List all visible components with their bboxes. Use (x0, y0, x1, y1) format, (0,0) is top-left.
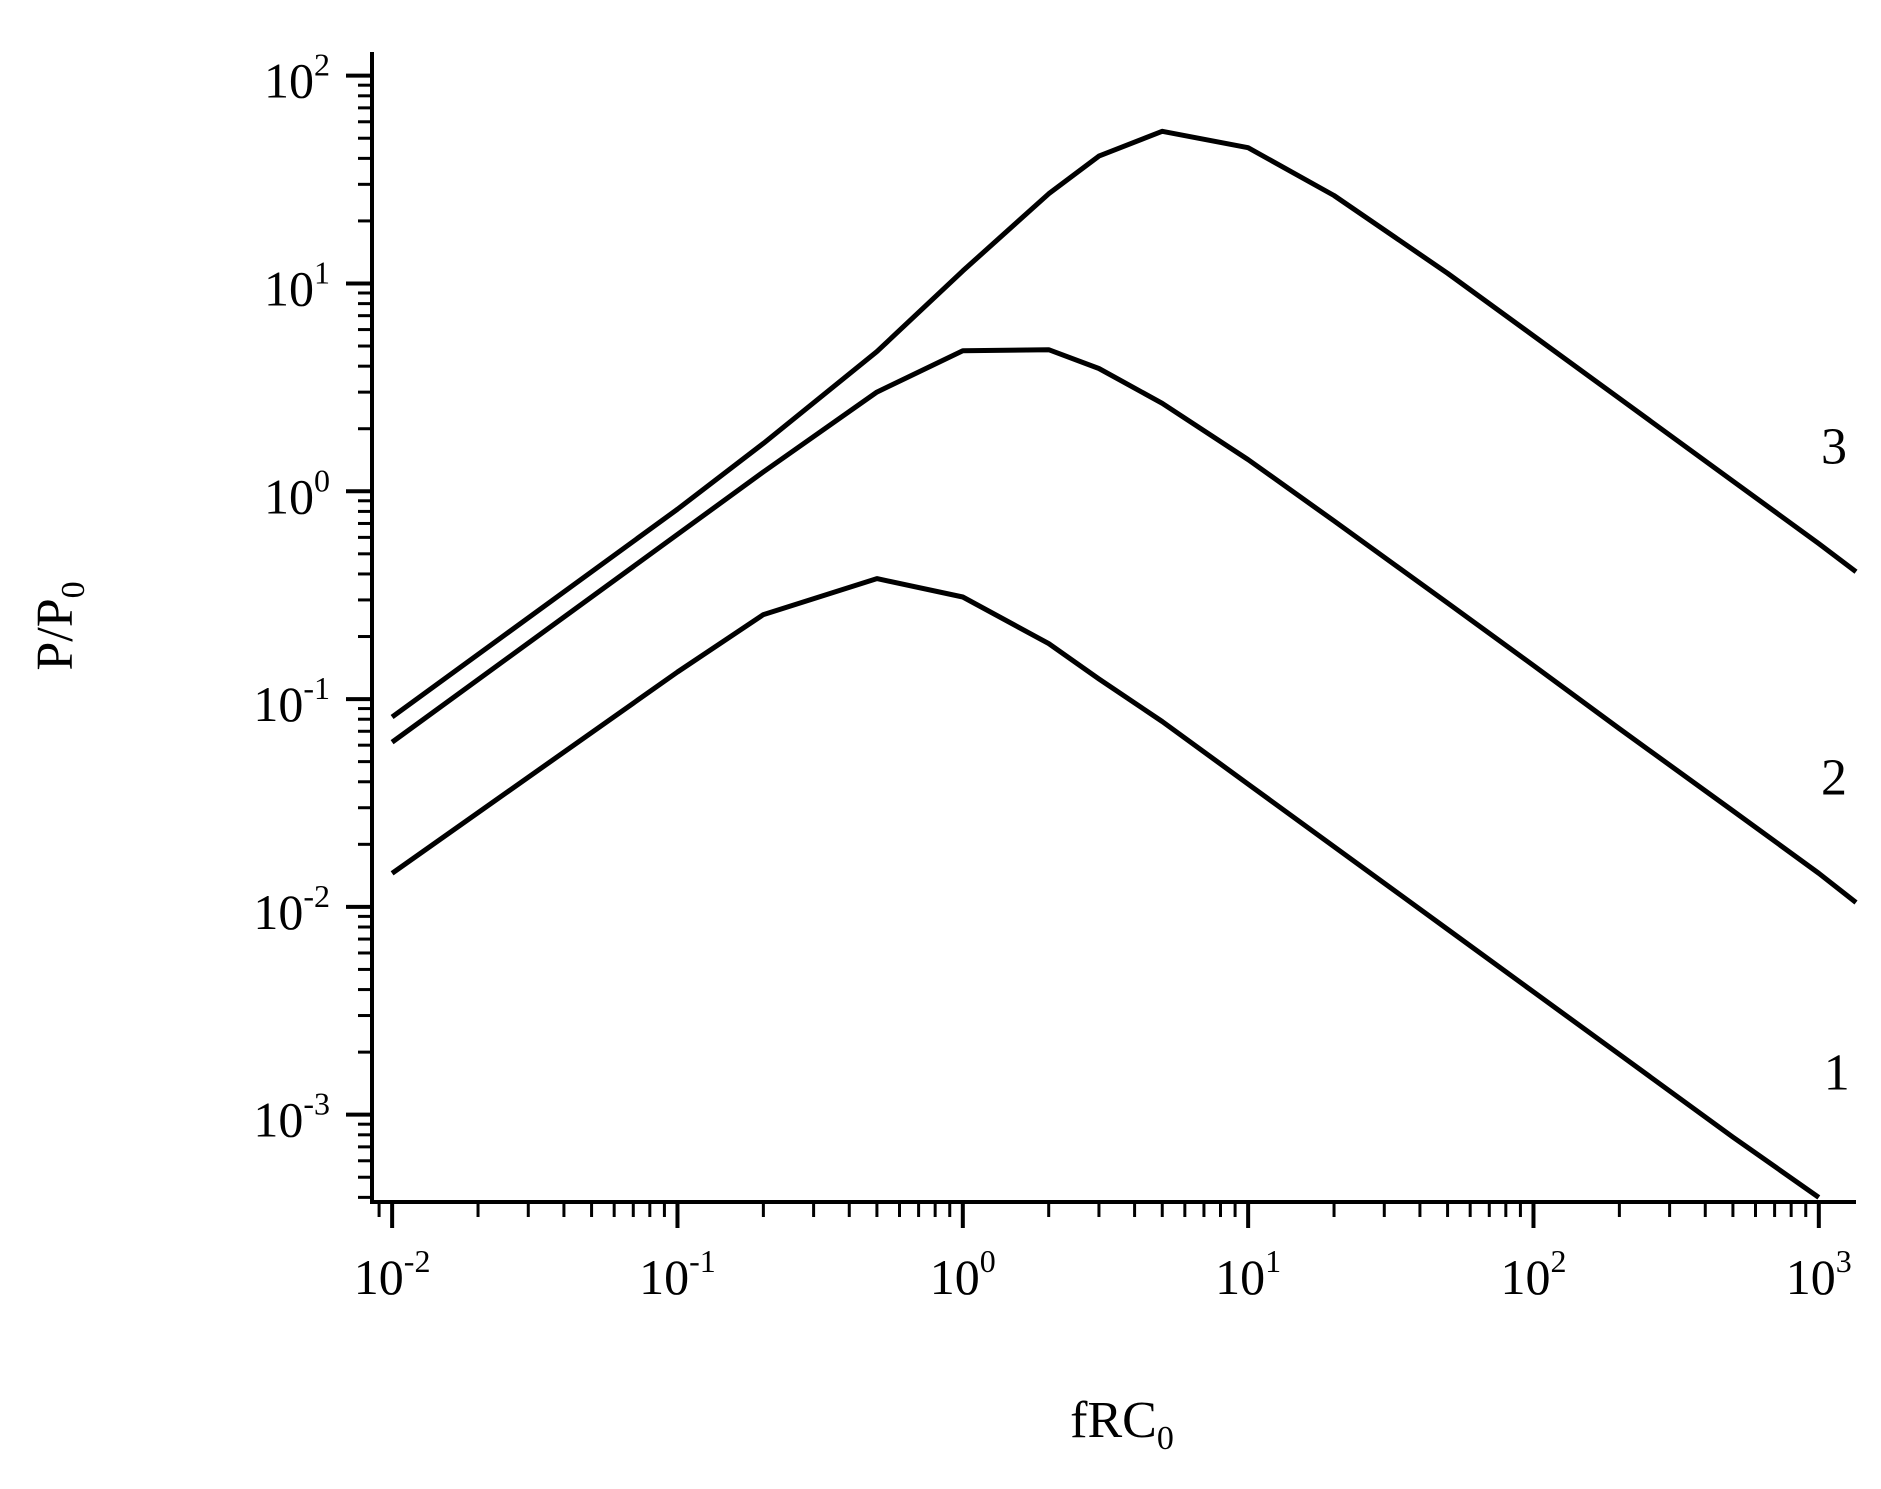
y-tick-label: 10-3 (253, 1086, 330, 1148)
x-tick-label: 101 (1215, 1243, 1281, 1305)
ticks-layer (346, 73, 1821, 1228)
y-tick-label: 10-2 (253, 878, 330, 940)
series-line-2 (390, 347, 1858, 905)
x-axis-label: fRC0 (1070, 1392, 1174, 1457)
x-tick-label: 10-2 (354, 1243, 431, 1305)
series-label-2: 2 (1821, 749, 1847, 806)
series-line-1 (390, 576, 1821, 1200)
x-tick-label: 100 (930, 1243, 996, 1305)
y-tick-label: 100 (264, 462, 330, 524)
y-tick-label: 10-1 (253, 670, 330, 732)
y-tick-label: 101 (264, 254, 330, 316)
curves-layer (390, 128, 1858, 1200)
y-axis-label: P/P0 (27, 581, 92, 670)
x-tick-label: 10-1 (639, 1243, 716, 1305)
series-label-3: 3 (1821, 419, 1847, 476)
y-tick-label: 102 (264, 47, 330, 109)
series-line-3 (390, 128, 1858, 720)
x-tick-label: 103 (1786, 1243, 1852, 1305)
x-tick-label: 102 (1500, 1243, 1566, 1305)
labels-layer: 10-2 10-1 100 101 102 103 10-3 10-2 10-1 100 101 10… (253, 47, 1851, 1305)
series-label-1: 1 (1824, 1044, 1850, 1101)
